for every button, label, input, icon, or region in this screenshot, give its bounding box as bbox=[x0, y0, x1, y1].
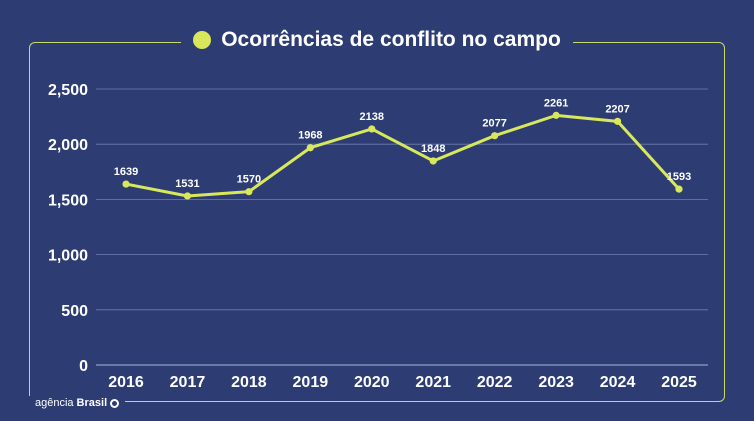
data-point bbox=[122, 180, 130, 188]
data-point bbox=[429, 157, 437, 165]
data-label: 1848 bbox=[421, 143, 445, 155]
x-tick-label: 2025 bbox=[661, 374, 697, 391]
data-label: 1570 bbox=[237, 174, 261, 186]
data-label: 2138 bbox=[360, 111, 384, 123]
x-tick-label: 2020 bbox=[354, 374, 390, 391]
title-dot-icon bbox=[193, 31, 212, 49]
data-point bbox=[245, 188, 253, 196]
data-point bbox=[491, 132, 499, 140]
logo-brand: Brasil bbox=[76, 397, 108, 409]
data-point bbox=[306, 144, 314, 152]
data-point bbox=[368, 125, 376, 133]
x-tick-label: 2022 bbox=[477, 374, 513, 391]
chart-title: Ocorrências de conflito no campo bbox=[221, 28, 561, 51]
data-label: 2261 bbox=[544, 97, 568, 109]
x-tick-label: 2023 bbox=[538, 374, 574, 391]
data-label: 1593 bbox=[667, 171, 691, 183]
y-tick-label: 2,500 bbox=[48, 82, 88, 99]
x-tick-label: 2021 bbox=[415, 374, 451, 391]
data-point bbox=[183, 192, 192, 200]
x-tick-label: 2018 bbox=[231, 374, 267, 391]
data-label: 1531 bbox=[175, 178, 199, 190]
x-tick-label: 2016 bbox=[108, 374, 144, 391]
logo-prefix: agência bbox=[35, 397, 74, 409]
series-line bbox=[124, 113, 681, 198]
x-tick-label: 2019 bbox=[293, 374, 329, 391]
y-tick-label: 1,000 bbox=[48, 248, 88, 265]
data-point bbox=[552, 111, 560, 119]
y-tick-label: 500 bbox=[61, 303, 88, 320]
agencia-brasil-logo: agência Brasil bbox=[29, 396, 126, 410]
data-point bbox=[613, 117, 622, 125]
y-tick-label: 1,500 bbox=[48, 192, 88, 209]
chart-title-pill: Ocorrências de conflito no campo bbox=[181, 28, 573, 52]
data-label: 2077 bbox=[482, 118, 506, 130]
data-point bbox=[675, 185, 683, 193]
x-tick-label: 2024 bbox=[600, 374, 636, 391]
data-label: 1639 bbox=[114, 166, 138, 178]
logo-circle-icon bbox=[110, 398, 120, 408]
x-tick-label: 2017 bbox=[170, 374, 206, 391]
y-tick-label: 0 bbox=[79, 358, 88, 375]
y-tick-label: 2,000 bbox=[48, 137, 88, 154]
data-label: 1968 bbox=[298, 130, 322, 142]
data-label: 2207 bbox=[605, 103, 629, 115]
